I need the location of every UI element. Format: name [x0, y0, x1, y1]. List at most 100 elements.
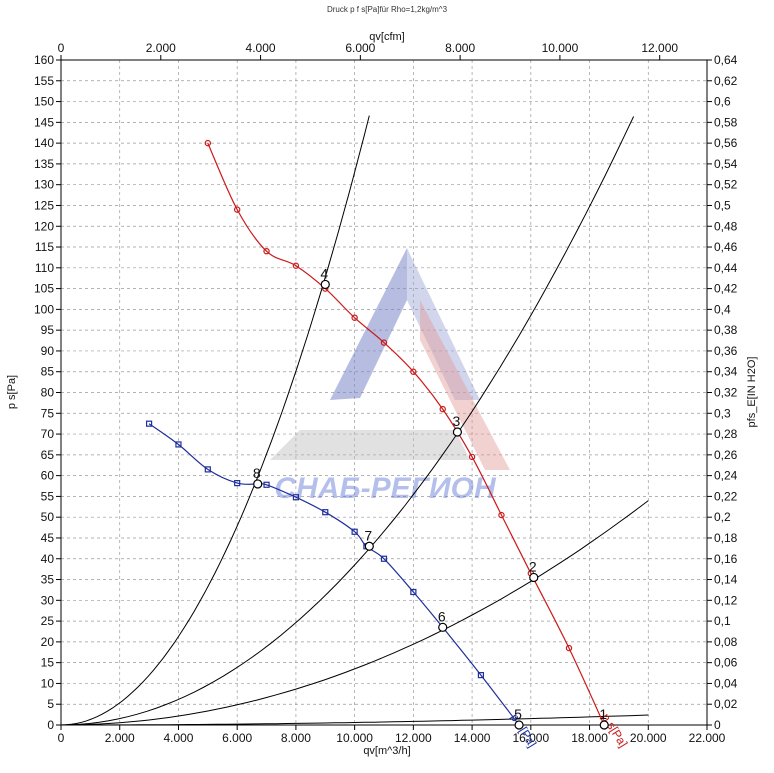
- x2-tick-label: 10.000: [542, 41, 579, 55]
- data-point: [410, 368, 417, 375]
- y2-tick-label: 0,26: [714, 448, 738, 462]
- x2-tick-label: 4.000: [246, 41, 276, 55]
- operating-point: [529, 572, 539, 583]
- y-tick-label: 35: [41, 573, 55, 587]
- data-point: [468, 453, 476, 461]
- axes: 0 2.000 4.000 6.000 8.000 10.000 12.000 1 4.000 1…: [34, 41, 738, 745]
- y2-tick-label: 0,24: [714, 469, 738, 483]
- y2-tick-label: 0,08: [714, 635, 738, 649]
- x2-tick-label: 12.000: [641, 41, 678, 55]
- operating-point: [514, 720, 524, 730]
- x2-tick-label: 8.000: [445, 41, 475, 55]
- y-tick-label: 95: [41, 323, 55, 337]
- y-tick-label: 5: [47, 697, 54, 711]
- operating-point-label: 4: [320, 265, 328, 281]
- y2-tick-label: 0,64: [714, 53, 738, 67]
- y2-tick-label: 0,14: [714, 573, 738, 587]
- y-tick-label: 55: [41, 489, 55, 503]
- watermark-logo: СНАБ-РЕГИОН: [270, 248, 510, 505]
- data-point: [351, 528, 358, 535]
- y-tick-label: 105: [34, 282, 54, 296]
- x-tick-label: 22.000: [689, 731, 726, 745]
- data-point: [204, 139, 212, 147]
- x-tick-label: 4.000: [163, 731, 193, 745]
- system-curve: [60, 115, 370, 726]
- y2-tick-label: 0,5: [714, 198, 731, 212]
- y-axis-title: p s[Pa]: [6, 375, 18, 409]
- y-tick-label: 45: [41, 531, 55, 545]
- grid: [60, 59, 708, 726]
- y2-tick-label: 0,42: [714, 282, 738, 296]
- operating-point-label: 1: [599, 706, 607, 722]
- y-tick-label: 60: [41, 469, 55, 483]
- operating-point-label: 2: [529, 558, 537, 574]
- operating-point: [253, 479, 263, 489]
- y2-tick-label: 0,54: [714, 157, 738, 171]
- x-tick-label: 10.000: [336, 731, 373, 745]
- y2-tick-label: 0,44: [714, 261, 738, 275]
- y-tick-label: 75: [41, 406, 55, 420]
- data-point: [477, 672, 484, 679]
- operating-point-label: 5: [514, 706, 522, 722]
- data-point: [233, 206, 241, 213]
- data-point: [292, 262, 300, 269]
- data-point: [145, 420, 153, 427]
- y2-axis-title: pfs_E[IN H2O]: [746, 357, 758, 428]
- x2-axis-title: qv[cfm]: [369, 31, 404, 43]
- data-point: [175, 441, 182, 448]
- x2-tick-label: 2.000: [146, 41, 176, 55]
- fan-curve: [148, 423, 520, 726]
- data-point: [439, 405, 446, 413]
- y-tick-label: 25: [41, 614, 55, 628]
- y2-tick-label: 0,58: [714, 115, 738, 129]
- data-point: [322, 509, 329, 516]
- y2-tick-label: 0,46: [714, 240, 738, 254]
- operating-point-label: 6: [438, 608, 446, 624]
- y-tick-label: 80: [41, 386, 55, 400]
- y2-tick-label: 0,12: [714, 593, 738, 607]
- operating-point-label: 7: [364, 527, 372, 543]
- x-tick-label: 6.000: [222, 731, 252, 745]
- y2-tick-label: 0,3: [714, 406, 731, 420]
- y-tick-label: 110: [35, 261, 54, 275]
- x-tick-label: 12.000: [395, 731, 432, 745]
- y2-tick-label: 0,18: [714, 531, 738, 545]
- data-point: [565, 644, 573, 652]
- y2-tick-label: 0,52: [714, 178, 738, 192]
- y-tick-label: 0: [47, 718, 54, 732]
- y-tick-label: 50: [41, 510, 55, 524]
- operating-point-label: 8: [253, 465, 261, 481]
- operating-point-label: 3: [453, 413, 461, 429]
- operating-point: [320, 279, 330, 290]
- data-point: [234, 480, 241, 487]
- operating-point: [452, 427, 463, 437]
- y-tick-label: 140: [34, 136, 54, 150]
- system-curve: [60, 116, 635, 726]
- x-tick-label: 16.000: [512, 731, 549, 745]
- x2-tick-label: 6.000: [345, 41, 375, 55]
- operating-point: [599, 720, 609, 730]
- y-tick-label: 40: [41, 552, 55, 566]
- operating-points: 1 2 3 4 5 6 7 8: [253, 265, 609, 730]
- y-tick-label: 65: [41, 448, 55, 462]
- y2-tick-label: 0,1: [714, 614, 731, 628]
- y-tick-label: 15: [41, 656, 55, 670]
- y2-tick-label: 0,2: [714, 510, 731, 524]
- y2-tick-label: 0,62: [714, 74, 738, 88]
- x-tick-label: 18.000: [571, 731, 608, 745]
- y-tick-label: 100: [34, 302, 54, 316]
- y2-tick-label: 0,36: [714, 344, 738, 358]
- data-point: [263, 481, 270, 488]
- y-tick-label: 160: [34, 53, 54, 67]
- x-tick-label: 2.000: [105, 731, 135, 745]
- y2-tick-label: 0,6: [714, 95, 731, 109]
- system-curve: [60, 500, 649, 726]
- chart-title: Druck p f s[Pa]für Rho=1,2kg/m^3: [327, 5, 448, 14]
- x2-tick-label: 0: [58, 41, 65, 55]
- data-point: [498, 511, 505, 519]
- y-tick-label: 70: [41, 427, 55, 441]
- y-tick-label: 20: [41, 635, 55, 649]
- y-tick-label: 30: [41, 593, 55, 607]
- y-tick-label: 125: [34, 198, 54, 212]
- y-tick-label: 10: [41, 676, 55, 690]
